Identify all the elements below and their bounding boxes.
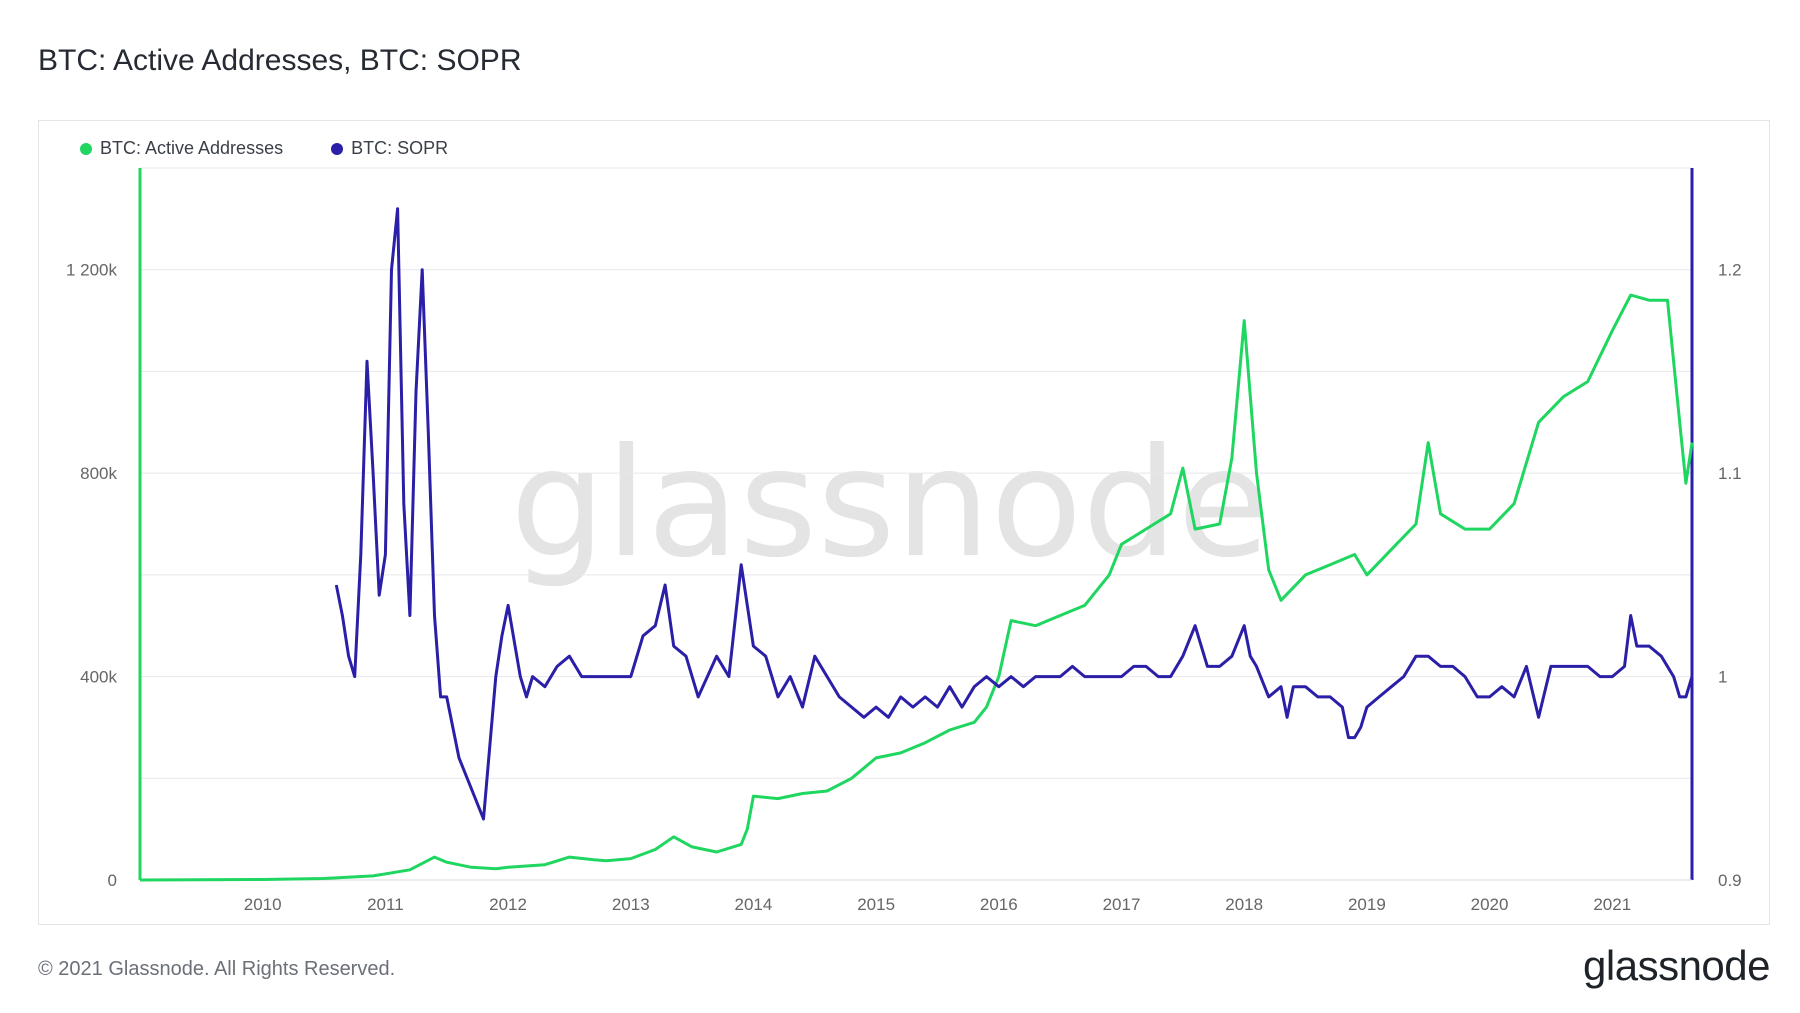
y-left-tick-label: 800k xyxy=(80,464,117,483)
legend-label-sopr: BTC: SOPR xyxy=(351,138,449,158)
x-tick-label: 2018 xyxy=(1225,895,1263,914)
x-tick-label: 2021 xyxy=(1593,895,1631,914)
x-tick-label: 2017 xyxy=(1103,895,1141,914)
x-tick-label: 2020 xyxy=(1471,895,1509,914)
y-left-tick-label: 400k xyxy=(80,668,117,687)
copyright-footer: © 2021 Glassnode. All Rights Reserved. xyxy=(38,958,396,980)
series-line-active-addresses xyxy=(139,293,1694,882)
legend-item-sopr[interactable]: BTC: SOPR xyxy=(331,138,448,159)
legend-swatch-active-addresses xyxy=(80,142,92,155)
watermark-text: glassnode xyxy=(510,417,1269,591)
x-tick-label: 2015 xyxy=(857,895,895,914)
y-right-tick-label: 1.2 xyxy=(1718,261,1742,280)
x-tick-label: 2016 xyxy=(980,895,1018,914)
y-right-tick-label: 1 xyxy=(1718,668,1727,687)
y-left-tick-label: 1 200k xyxy=(66,261,118,280)
series-line-sopr xyxy=(334,207,1694,821)
chart-frame xyxy=(38,120,1770,925)
x-tick-label: 2011 xyxy=(367,895,404,914)
y-right-tick-label: 0.9 xyxy=(1718,871,1742,890)
chart-title: BTC: Active Addresses, BTC: SOPR xyxy=(38,44,522,77)
y-right-tick-label: 1.1 xyxy=(1718,464,1742,483)
legend-swatch-sopr xyxy=(331,142,344,155)
legend: BTC: Active Addresses BTC: SOPR xyxy=(80,138,448,159)
x-tick-label: 2014 xyxy=(735,895,773,914)
legend-label-active-addresses: BTC: Active Addresses xyxy=(100,138,284,158)
glassnode-logo: glassnode xyxy=(1583,942,1770,989)
x-tick-label: 2010 xyxy=(244,895,282,914)
y-left-tick-label: 0 xyxy=(108,871,117,890)
x-tick-label: 2019 xyxy=(1348,895,1386,914)
x-tick-label: 2013 xyxy=(612,895,650,914)
x-tick-label: 2012 xyxy=(489,895,527,914)
legend-item-active-addresses[interactable]: BTC: Active Addresses xyxy=(80,138,283,159)
